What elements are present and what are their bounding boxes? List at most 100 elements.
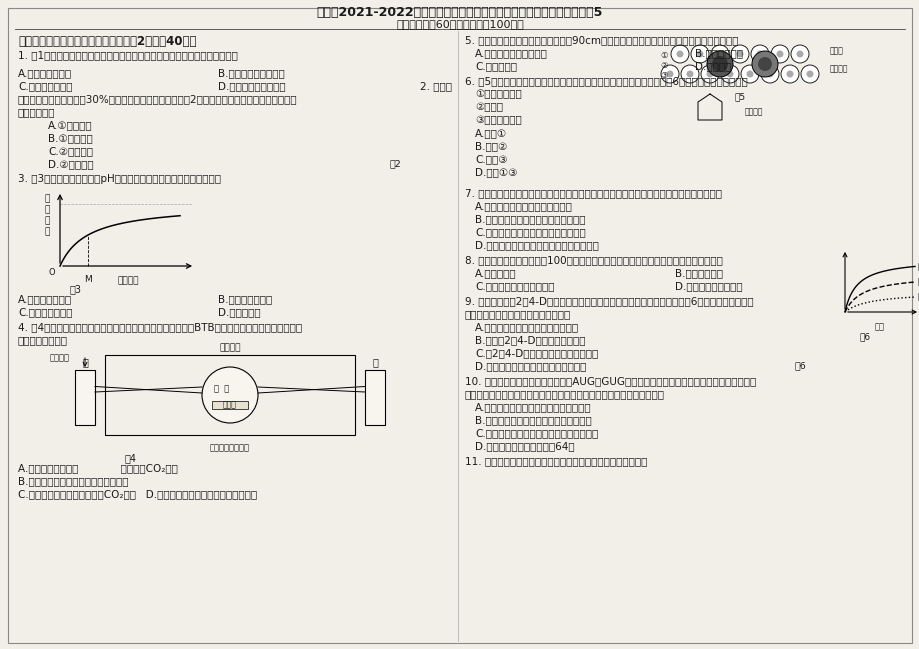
Text: D.生长激素: D.生长激素 (694, 61, 731, 71)
Text: A.　甲，因为有氧呼             吸产生的CO₂更多: A. 甲，因为有氧呼 吸产生的CO₂更多 (18, 463, 177, 473)
Text: 9. 某同学进行了2，4-D（生长素类似物）对插枝生根作用的实验，结果如图6，其中丙是蒸馏水处: 9. 某同学进行了2，4-D（生长素类似物）对插枝生根作用的实验，结果如图6，其… (464, 296, 753, 306)
Circle shape (766, 71, 773, 77)
Text: 甲: 甲 (917, 262, 919, 271)
Text: C.肽链的数量减少: C.肽链的数量减少 (18, 81, 73, 91)
Circle shape (740, 65, 758, 83)
Text: 白细胞: 白细胞 (829, 46, 843, 55)
Text: ①: ① (660, 51, 667, 60)
Circle shape (751, 51, 777, 77)
Text: 别是（　　）: 别是（ ） (18, 107, 55, 117)
Circle shape (720, 65, 738, 83)
Text: D.　肾上腺素分泌增加: D. 肾上腺素分泌增加 (675, 281, 742, 291)
Text: D.②　　变浅: D.② 变浅 (48, 159, 94, 169)
Text: ③: ③ (660, 71, 667, 80)
Text: 丁: 丁 (371, 357, 378, 367)
Text: 理组。下列相关叙述正确的是（　　）: 理组。下列相关叙述正确的是（ ） (464, 309, 571, 319)
Circle shape (776, 51, 783, 58)
Text: B.　替换前后，基因表达的产物一定不同: B. 替换前后，基因表达的产物一定不同 (474, 415, 591, 425)
Circle shape (750, 45, 768, 63)
Text: C.　替换前后，基因表达的产物不一定相同: C. 替换前后，基因表达的产物不一定相同 (474, 428, 597, 438)
Circle shape (680, 65, 698, 83)
Circle shape (686, 71, 693, 77)
Text: A.　替换前后，基因表达的产物一定相同: A. 替换前后，基因表达的产物一定相同 (474, 402, 591, 412)
Text: A.氨基酸数量增加: A.氨基酸数量增加 (18, 68, 72, 78)
Text: C.②　　变深: C.② 变深 (48, 146, 93, 156)
Circle shape (670, 45, 688, 63)
Text: 及理由是（　　）: 及理由是（ ） (18, 335, 68, 345)
Text: 密码子，仍然可以检测到这几种基因的表达，下列说法合理的是（　　）: 密码子，仍然可以检测到这几种基因的表达，下列说法合理的是（ ） (464, 389, 664, 399)
Text: B.　收缩压升高: B. 收缩压升高 (675, 268, 722, 278)
Text: 图6: 图6 (794, 361, 806, 370)
Text: C.　仅③: C. 仅③ (474, 154, 507, 164)
Circle shape (696, 51, 703, 58)
Text: O: O (49, 268, 55, 277)
Text: C.　丁，因为无氧呼吸产生的CO₂更少   D.　丁，因为无氧呼吸产生的能量更少: C. 丁，因为无氧呼吸产生的CO₂更少 D. 丁，因为无氧呼吸产生的能量更少 (18, 489, 256, 499)
Text: 率: 率 (44, 227, 50, 236)
Text: C.　增加反应时间: C. 增加反应时间 (18, 307, 73, 317)
Text: D.　增加温度: D. 增加温度 (218, 307, 260, 317)
Text: D.蛋白质空间结构改变: D.蛋白质空间结构改变 (218, 81, 285, 91)
Text: 图6: 图6 (858, 332, 869, 341)
Text: 一、选择题（只有一个正确选项，每题2分，共40分）: 一、选择题（只有一个正确选项，每题2分，共40分） (18, 35, 197, 48)
Text: 图2: 图2 (390, 159, 402, 168)
Text: 酵母菌和葡萄糖液: 酵母菌和葡萄糖液 (210, 443, 250, 452)
Bar (105, 355, 355, 435)
Circle shape (731, 45, 748, 63)
Text: 图5: 图5 (733, 92, 744, 101)
Text: B.促甲状腺激素: B.促甲状腺激素 (694, 48, 743, 58)
Text: 1. 图1表示胰岛素原形成胰岛素的过程，有关该过程的说法正确的是（　　）: 1. 图1表示胰岛素原形成胰岛素的过程，有关该过程的说法正确的是（ ） (18, 50, 238, 60)
Circle shape (755, 51, 763, 58)
Circle shape (710, 45, 728, 63)
Text: 底物浓度: 底物浓度 (117, 276, 139, 285)
Circle shape (700, 65, 719, 83)
Circle shape (716, 51, 722, 58)
Circle shape (770, 45, 789, 63)
Circle shape (675, 51, 683, 58)
Bar (211, 401, 248, 409)
Text: B.氨基酸空间结构改变: B.氨基酸空间结构改变 (218, 68, 285, 78)
Text: 上海市2021-2022学年高二上学期《生命科学》等级考开学模拟检测试题5: 上海市2021-2022学年高二上学期《生命科学》等级考开学模拟检测试题5 (316, 6, 603, 19)
Text: C.甲状腺激素: C.甲状腺激素 (474, 61, 516, 71)
Text: 6. 图5表示在机体局部发炎时血液中白细胞进入组织液的一种方式，据图6可知细胞膜具有（　　）: 6. 图5表示在机体局部发炎时血液中白细胞进入组织液的一种方式，据图6可知细胞膜… (464, 76, 747, 86)
Text: C.　用双缩脲试剂与血清进行显色反应: C. 用双缩脲试剂与血清进行显色反应 (474, 227, 585, 237)
Text: 时间: 时间 (874, 322, 884, 331)
Text: 反: 反 (44, 194, 50, 203)
Circle shape (660, 65, 678, 83)
Circle shape (790, 45, 808, 63)
Text: B.　用层析法检验血清中的蛋白质含量: B. 用层析法检验血清中的蛋白质含量 (474, 214, 584, 224)
Text: 甲: 甲 (82, 357, 88, 367)
Text: D.　起始密码子最多可以有64种: D. 起始密码子最多可以有64种 (474, 441, 574, 451)
Text: B.　增加底物浓度: B. 增加底物浓度 (218, 294, 272, 304)
Text: ③信息交流功能: ③信息交流功能 (474, 115, 521, 125)
Text: ①一定的流动性: ①一定的流动性 (474, 89, 521, 99)
Text: 透镜观察: 透镜观察 (744, 107, 763, 116)
Text: 4. 图4为酵母菌呼吸实验装置示意图。甲和丁试管内加入等量BTB溶液，一段时间后先变黄的试管: 4. 图4为酵母菌呼吸实验装置示意图。甲和丁试管内加入等量BTB溶液，一段时间后… (18, 322, 301, 332)
Circle shape (780, 65, 798, 83)
Text: C.　2，4-D的作用是抑制根尖细胞分裂: C. 2，4-D的作用是抑制根尖细胞分裂 (474, 348, 597, 358)
Text: M: M (84, 275, 92, 284)
Text: 8. 小冰在体育课上正在进行100米短跑，此时他的机体不可能出现的生理变化是（　　）: 8. 小冰在体育课上正在进行100米短跑，此时他的机体不可能出现的生理变化是（ … (464, 255, 722, 265)
Text: D.　用特定抗原与血清进行抗原－抗体反应: D. 用特定抗原与血清进行抗原－抗体反应 (474, 240, 598, 250)
Text: A.促甲状腺激素释放激素: A.促甲状腺激素释放激素 (474, 48, 548, 58)
Text: D.　该结果能体现出激素作用的两重性: D. 该结果能体现出激素作用的两重性 (474, 361, 585, 371)
Text: 图3: 图3 (70, 284, 82, 294)
Text: A.　增加酶的数量: A. 增加酶的数量 (18, 294, 72, 304)
Text: 5. 某成年男子智力正常，但身高只有90cm，其身材矮小的原因最可能是幼年时缺乏（　　）: 5. 某成年男子智力正常，但身高只有90cm，其身材矮小的原因最可能是幼年时缺乏… (464, 35, 738, 45)
Circle shape (800, 65, 818, 83)
Circle shape (736, 51, 743, 58)
Text: ②: ② (660, 61, 667, 70)
Text: 7. 若要检测实验动物血液中是否存在某一抗体，应　　　　　　　　使用的方法是（　　）: 7. 若要检测实验动物血液中是否存在某一抗体，应 使用的方法是（ ） (464, 188, 721, 198)
Text: A.　仅①: A. 仅① (474, 128, 506, 138)
Text: 恒宫恒温: 恒宫恒温 (219, 343, 241, 352)
Text: B.　甲，因为有氧呼吸产生的能量更多: B. 甲，因为有氧呼吸产生的能量更多 (18, 476, 129, 486)
Text: 接空气泵: 接空气泵 (50, 353, 70, 362)
Text: B.①　　变浅: B.① 变浅 (48, 133, 93, 143)
Bar (75, 370, 95, 425)
Text: A.　心率加快: A. 心率加快 (474, 268, 516, 278)
Text: 乙: 乙 (917, 278, 919, 286)
Text: 图4: 图4 (125, 453, 137, 463)
Circle shape (706, 71, 713, 77)
Text: A.　用蛋白酶处理血清中的蛋白质: A. 用蛋白酶处理血清中的蛋白质 (474, 201, 573, 211)
Circle shape (711, 56, 727, 72)
Circle shape (806, 71, 812, 77)
